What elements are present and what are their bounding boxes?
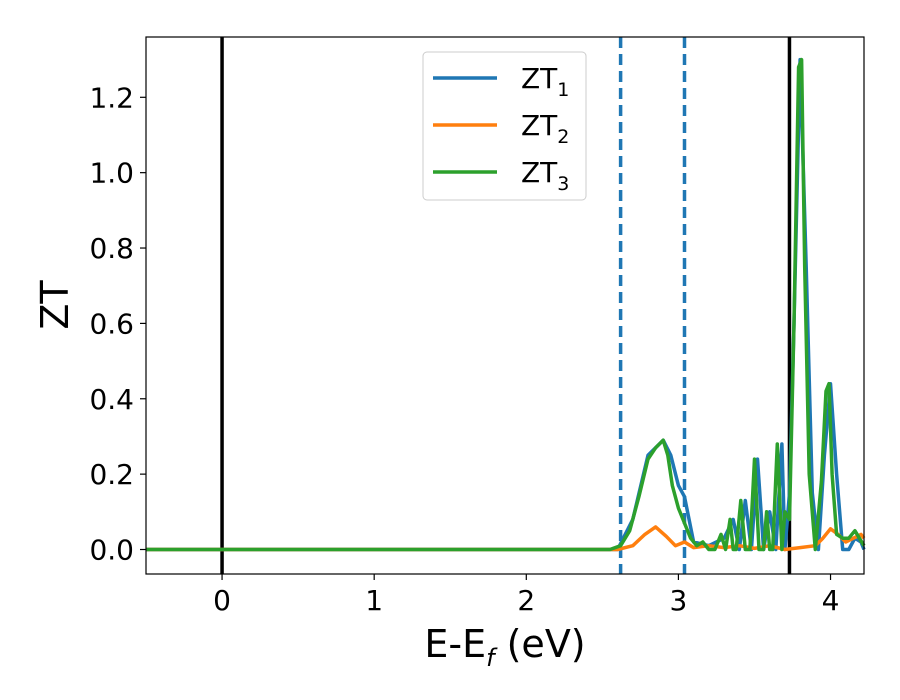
- legend: ZT1 ZT2 ZT3: [422, 51, 587, 201]
- y-tick-label: 0.0: [89, 534, 134, 567]
- series-line-zt1: [146, 57, 866, 552]
- x-axis: 0 1 2 3 4: [213, 574, 839, 617]
- x-tick-label: 1: [365, 584, 383, 617]
- legend-box: [422, 51, 587, 201]
- legend-label-zt2: ZT2: [521, 109, 569, 148]
- legend-items: ZT1 ZT2 ZT3: [433, 62, 569, 195]
- legend-label-zt3: ZT3: [521, 156, 569, 195]
- plot-frame: [145, 36, 865, 575]
- y-tick-label: 0.8: [89, 232, 134, 265]
- vertical-reference-lines: [220, 37, 792, 574]
- x-tick-label: 3: [670, 584, 688, 617]
- x-tick-label: 0: [213, 584, 231, 617]
- x-axis-title: E-Ef (eV): [424, 622, 585, 672]
- x-axis-title-unit: (eV): [495, 622, 586, 666]
- series-line-zt3: [146, 57, 866, 552]
- x-axis-title-base: E-E: [424, 622, 486, 666]
- y-tick-label: 1.0: [89, 157, 134, 190]
- legend-label-zt1: ZT1: [521, 62, 569, 101]
- y-axis-title: ZT: [33, 280, 77, 330]
- y-tick-label: 0.4: [89, 383, 134, 416]
- y-tick-label: 0.6: [89, 307, 134, 340]
- y-tick-label: 0.2: [89, 458, 134, 491]
- series-layer: [146, 57, 866, 552]
- y-tick-label: 1.2: [89, 81, 134, 114]
- y-axis: 0.0 0.2 0.4 0.6 0.8 1.0 1.2: [89, 81, 146, 567]
- x-tick-label: 2: [517, 584, 535, 617]
- x-tick-label: 4: [822, 584, 840, 617]
